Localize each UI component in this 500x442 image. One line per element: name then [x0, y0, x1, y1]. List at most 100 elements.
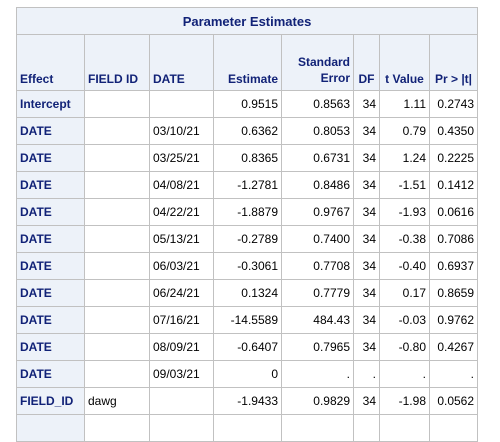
cell-pr-t: 0.2225 — [428, 144, 479, 172]
table-row: DATE 04/08/21 -1.2781 0.8486 34 -1.51 0.1412 — [16, 171, 479, 199]
cell-date: 06/03/21 — [149, 252, 214, 280]
cell-field-id — [84, 360, 150, 388]
table-row: DATE 08/09/21 -0.6407 0.7965 34 -0.80 0.4267 — [16, 333, 479, 361]
table-row: DATE 04/22/21 -1.8879 0.9767 34 -1.93 0.0616 — [16, 198, 479, 226]
cell-field-id — [84, 414, 150, 442]
cell-date: 06/24/21 — [149, 279, 214, 307]
table-row: DATE 07/16/21 -14.5589 484.43 34 -0.03 0.9762 — [16, 306, 479, 334]
cell-df: 34 — [353, 117, 380, 145]
cell-field-id — [84, 90, 150, 118]
cell-df: 34 — [353, 171, 380, 199]
column-header-estimate: Estimate — [213, 34, 282, 91]
cell-estimate: 0.9515 — [213, 90, 282, 118]
table-row: DATE 03/25/21 0.8365 0.6731 34 1.24 0.2225 — [16, 144, 479, 172]
cell-standard-error: 0.9829 — [281, 387, 354, 415]
cell-field-id: dawg — [84, 387, 150, 415]
cell-date: 05/13/21 — [149, 225, 214, 253]
column-header-date: DATE — [149, 34, 214, 91]
cell-pr-t: 0.1412 — [428, 171, 479, 199]
cell-t-value: 0.17 — [379, 279, 430, 307]
cell-field-id — [84, 198, 150, 226]
cell-date: 03/10/21 — [149, 117, 214, 145]
cell-standard-error: 484.43 — [281, 306, 354, 334]
cell-standard-error: 0.8053 — [281, 117, 354, 145]
cell-pr-t: 0.8659 — [428, 279, 479, 307]
row-header-effect: DATE — [16, 360, 85, 388]
cell-pr-t: 0.0616 — [428, 198, 479, 226]
row-header-effect: DATE — [16, 225, 85, 253]
table-row — [16, 414, 479, 442]
cell-field-id — [84, 279, 150, 307]
cell-t-value: -1.51 — [379, 171, 430, 199]
cell-standard-error: 0.6731 — [281, 144, 354, 172]
cell-pr-t: 0.2743 — [428, 90, 479, 118]
cell-df: 34 — [353, 225, 380, 253]
cell-standard-error: 0.7965 — [281, 333, 354, 361]
cell-field-id — [84, 333, 150, 361]
cell-df: 34 — [353, 333, 380, 361]
cell-date: 03/25/21 — [149, 144, 214, 172]
row-header-effect: DATE — [16, 306, 85, 334]
cell-date — [149, 90, 214, 118]
cell-date — [149, 387, 214, 415]
column-header-pr-t: Pr > |t| — [428, 34, 479, 91]
cell-df — [353, 414, 380, 442]
cell-standard-error: 0.8563 — [281, 90, 354, 118]
cell-date — [149, 414, 214, 442]
table-row: Intercept 0.9515 0.8563 34 1.11 0.2743 — [16, 90, 479, 118]
cell-pr-t — [428, 414, 479, 442]
column-header-field-id: FIELD ID — [84, 34, 150, 91]
cell-df: 34 — [353, 198, 380, 226]
cell-estimate: -1.8879 — [213, 198, 282, 226]
cell-t-value: -0.40 — [379, 252, 430, 280]
row-header-effect: DATE — [16, 333, 85, 361]
cell-standard-error — [281, 414, 354, 442]
table-row: DATE 03/10/21 0.6362 0.8053 34 0.79 0.4350 — [16, 117, 479, 145]
cell-t-value: 0.79 — [379, 117, 430, 145]
cell-estimate — [213, 414, 282, 442]
row-header-effect: DATE — [16, 171, 85, 199]
cell-standard-error: 0.9767 — [281, 198, 354, 226]
cell-field-id — [84, 117, 150, 145]
column-header-df: DF — [353, 34, 380, 91]
row-header-effect — [16, 414, 85, 442]
cell-pr-t: . — [428, 360, 479, 388]
cell-df: 34 — [353, 387, 380, 415]
cell-df: 34 — [353, 90, 380, 118]
table-title: Parameter Estimates — [15, 7, 479, 35]
cell-date: 07/16/21 — [149, 306, 214, 334]
cell-standard-error: 0.7400 — [281, 225, 354, 253]
column-header-t-value: t Value — [379, 34, 430, 91]
cell-pr-t: 0.4350 — [428, 117, 479, 145]
cell-df: . — [353, 360, 380, 388]
cell-date: 08/09/21 — [149, 333, 214, 361]
cell-pr-t: 0.4267 — [428, 333, 479, 361]
cell-pr-t: 0.0562 — [428, 387, 479, 415]
cell-df: 34 — [353, 306, 380, 334]
cell-date: 04/08/21 — [149, 171, 214, 199]
cell-t-value: -0.80 — [379, 333, 430, 361]
cell-df: 34 — [353, 279, 380, 307]
table-row: DATE 09/03/21 0.... — [16, 360, 479, 388]
cell-t-value — [379, 414, 430, 442]
cell-field-id — [84, 144, 150, 172]
row-header-effect: DATE — [16, 144, 85, 172]
cell-estimate: -0.2789 — [213, 225, 282, 253]
cell-t-value: 1.24 — [379, 144, 430, 172]
cell-t-value: . — [379, 360, 430, 388]
table-row: DATE 05/13/21 -0.2789 0.7400 34 -0.38 0.7086 — [16, 225, 479, 253]
cell-estimate: 0.6362 — [213, 117, 282, 145]
cell-estimate: 0.1324 — [213, 279, 282, 307]
cell-estimate: 0.8365 — [213, 144, 282, 172]
cell-pr-t: 0.7086 — [428, 225, 479, 253]
table-body: Intercept 0.9515 0.8563 34 1.11 0.2743 DATE 03/… — [16, 90, 479, 442]
cell-df: 34 — [353, 144, 380, 172]
cell-date: 04/22/21 — [149, 198, 214, 226]
row-header-effect: DATE — [16, 279, 85, 307]
cell-estimate: -1.9433 — [213, 387, 282, 415]
row-header-effect: DATE — [16, 252, 85, 280]
cell-t-value: -0.38 — [379, 225, 430, 253]
cell-t-value: 1.11 — [379, 90, 430, 118]
cell-standard-error: 0.7708 — [281, 252, 354, 280]
cell-field-id — [84, 252, 150, 280]
